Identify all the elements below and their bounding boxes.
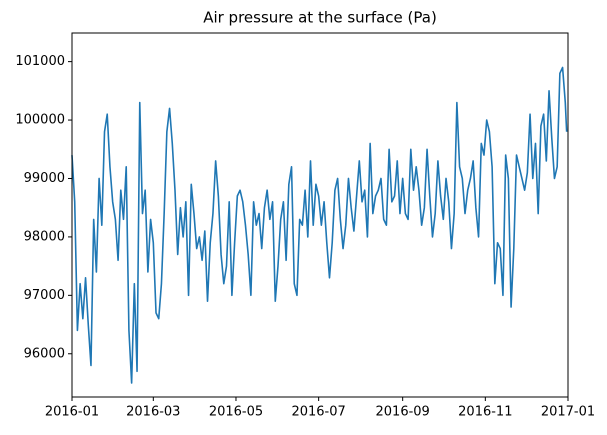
y-tick-label: 98000 (24, 229, 65, 244)
y-tick-label: 100000 (15, 113, 65, 128)
data-line (71, 66, 568, 384)
y-tick-label: 96000 (24, 346, 65, 361)
chart-title: Air pressure at the surface (Pa) (203, 9, 437, 27)
plot-frame (71, 32, 569, 398)
x-tick-label: 2016-07 (291, 405, 345, 420)
y-tick-label: 99000 (24, 171, 65, 186)
x-tick-label: 2016-09 (376, 405, 430, 420)
y-tick-label: 101000 (15, 54, 65, 69)
x-tick-label: 2017-01 (541, 405, 595, 420)
x-tick-label: 2016-03 (126, 405, 180, 420)
x-tick-label: 2016-01 (45, 405, 99, 420)
x-tick-label: 2016-05 (209, 405, 263, 420)
x-tick-label: 2016-11 (458, 405, 512, 420)
y-tick-label: 97000 (24, 288, 65, 303)
